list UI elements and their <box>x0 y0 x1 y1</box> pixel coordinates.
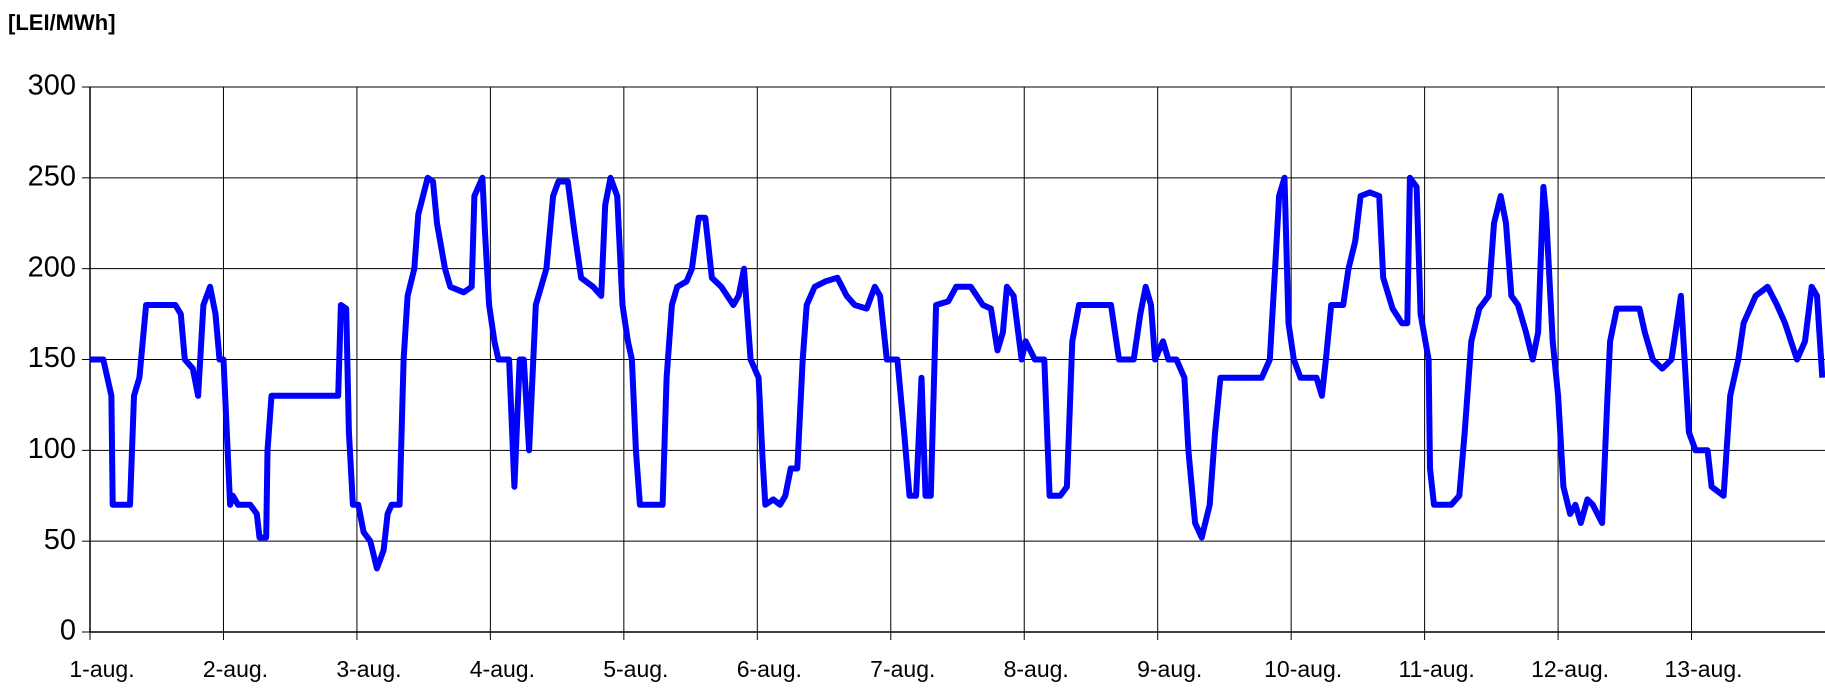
y-tick-label: 200 <box>28 251 76 283</box>
y-axis-label: [LEI/MWh] <box>8 10 116 35</box>
x-tick-label: 3-aug. <box>336 656 401 682</box>
y-tick-label: 250 <box>28 160 76 192</box>
y-tick-label: 0 <box>60 615 76 647</box>
x-tick-label: 7-aug. <box>870 656 935 682</box>
x-tick-label: 6-aug. <box>737 656 802 682</box>
y-tick-label: 300 <box>28 70 76 102</box>
x-tick-label: 11-aug. <box>1398 656 1474 682</box>
price-line <box>90 174 1825 572</box>
x-tick-label: 8-aug. <box>1004 656 1069 682</box>
x-tick-label: 2-aug. <box>203 656 268 682</box>
x-tick-label: 1-aug. <box>69 656 134 682</box>
x-tick-label: 12-aug. <box>1531 656 1609 682</box>
x-tick-label: 5-aug. <box>603 656 668 682</box>
x-tick-label: 9-aug. <box>1137 656 1202 682</box>
x-tick-label: 10-aug. <box>1264 656 1342 682</box>
y-tick-label: 50 <box>44 524 76 556</box>
x-tick-label: 13-aug. <box>1665 656 1743 682</box>
y-tick-label: 150 <box>28 342 76 374</box>
x-tick-label: 4-aug. <box>470 656 535 682</box>
y-tick-label: 100 <box>28 433 76 465</box>
